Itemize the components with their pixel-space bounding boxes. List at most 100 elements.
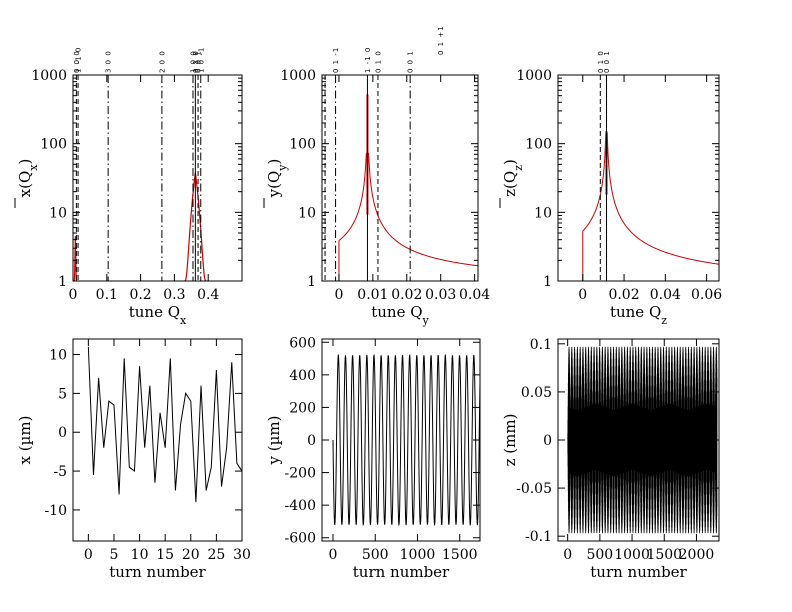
y-tick-label: 100 [40, 137, 67, 153]
y-tick-label: 10 [49, 205, 67, 221]
resonance-label-1: 0 1 -1 [332, 47, 340, 73]
x-tick-label: 1500 [646, 547, 682, 563]
x-axis-title: tune Qy [371, 303, 429, 327]
x-tick-label: 10 [131, 547, 149, 563]
resonance-extra-label-0: 0 1 +1 [437, 25, 445, 55]
x-axis-subscript: x [180, 314, 187, 327]
x-axis-subscript: y [422, 314, 430, 327]
x-tick-label: 0 [334, 287, 343, 303]
resonance-label-4: 0 0 1 [407, 50, 415, 73]
panel-signal-y: 0 500 1000 1500 -600 -400 -200 0 200 400 600 turn n… [265, 335, 481, 581]
y-tick-label: 600 [289, 335, 316, 351]
x-tick-label: 500 [362, 547, 389, 563]
x-tick-label: 25 [207, 547, 225, 563]
y-tick-label: 10 [49, 348, 67, 364]
spectrum-line [338, 152, 478, 267]
y-tick-label: 0.05 [521, 385, 552, 401]
plot-area [338, 94, 478, 281]
x-tick-label: 0 [84, 547, 93, 563]
y-axis-title: x (µm) [16, 416, 34, 465]
y-tick-label: 1 [307, 274, 316, 290]
resonance-label-1: 0 0 1 [603, 50, 611, 73]
resonance-label-5: 0 1 0 [192, 50, 200, 73]
x-axis-subscript: z [661, 314, 667, 327]
x-tick-label: 500 [586, 547, 613, 563]
resonance-label-4: 1 0 0 [189, 50, 197, 73]
x-tick-label: 1500 [442, 547, 478, 563]
x-tick-label: 0.03 [425, 287, 456, 303]
y-tick-label: 10 [298, 205, 316, 221]
x-tick-label: 0.2 [129, 287, 151, 303]
y-axis-title: z(Qz) [501, 159, 525, 197]
y-tick-label: 100 [525, 137, 552, 153]
y-axis-title: x(Qx) [16, 159, 40, 198]
resonance-label-1: 1 -1 0 [75, 47, 83, 73]
plot-frame [321, 74, 479, 282]
plot-area [567, 346, 718, 534]
y-tick-label: -0.05 [516, 481, 552, 497]
y-tick-label: 400 [289, 368, 316, 384]
x-tick-label: 0 [578, 287, 587, 303]
x-tick-label: 0 [69, 287, 78, 303]
x-tick-label: 0.02 [391, 287, 422, 303]
x-tick-label: 0.06 [691, 287, 722, 303]
plot-frame [557, 74, 720, 282]
y-tick-label: 1000 [31, 68, 67, 84]
y-axis-title: y (µm) [265, 416, 283, 466]
resonance-label-7: 1 0 -1 [197, 47, 205, 73]
panel-spec-z: 0 1 00 0 1 0 0.02 0.04 0.06 1 10 100 1000 tune Qz… [499, 50, 722, 327]
y-axis-title: y(Qy) [265, 159, 289, 199]
spectrum-line [582, 131, 719, 265]
x-tick-label: 2000 [679, 547, 715, 563]
x-axis-title: turn number [590, 563, 687, 581]
x-axis-title: turn number [109, 563, 206, 581]
y-tick-label: -200 [285, 466, 316, 482]
y-axis-title: z (mm) [501, 414, 519, 467]
x-tick-label: 30 [233, 547, 251, 563]
spectrum-peak-0 [73, 236, 78, 281]
signal-line [567, 346, 718, 534]
x-tick-label: 20 [182, 547, 200, 563]
y-tick-label: 1 [543, 274, 552, 290]
y-axis-subscript: z [512, 165, 525, 171]
y-axis-subscript: x [27, 164, 40, 171]
y-tick-label: -10 [44, 503, 67, 519]
plot-area [332, 353, 480, 527]
y-tick-label: 1000 [280, 68, 316, 84]
y-tick-label: 1000 [516, 68, 552, 84]
y-tick-label: -400 [285, 498, 316, 514]
signal-line [332, 353, 480, 527]
y-tick-label: 0.1 [530, 337, 552, 353]
y-tick-label: -0.1 [525, 529, 552, 545]
plot-frame [72, 74, 243, 282]
y-tick-label: 0 [307, 433, 316, 449]
y-tick-label: -600 [285, 531, 316, 547]
x-tick-label: 0 [329, 547, 338, 563]
x-tick-label: 0.4 [197, 287, 219, 303]
x-axis-title: tune Qz [610, 303, 667, 327]
resonance-label-0: 0 1 0 [597, 50, 605, 73]
y-tick-label: -5 [53, 464, 67, 480]
plot-area [87, 346, 242, 503]
x-tick-label: 0.02 [608, 287, 639, 303]
resonance-label-2: 3 0 0 [105, 50, 113, 73]
y-tick-label: 10 [534, 205, 552, 221]
x-axis-title: turn number [353, 563, 450, 581]
x-tick-label: 0.01 [357, 287, 388, 303]
y-tick-label: 0 [543, 433, 552, 449]
y-tick-label: 200 [289, 400, 316, 416]
resonance-label-2: 1 -1 0 [364, 47, 372, 73]
panel-spec-x: 0 0 01 -1 0 3 0 0 2 0 0 1 0 00 1 00 0 11 0 … [14, 47, 243, 327]
y-tick-label: 5 [58, 386, 67, 402]
x-tick-label: 0 [563, 547, 572, 563]
x-tick-label: 0.04 [459, 287, 490, 303]
plot-frame [72, 338, 243, 542]
plot-area [582, 131, 719, 281]
y-tick-label: 1 [58, 274, 67, 290]
x-axis-title: tune Qx [129, 303, 187, 327]
x-tick-label: 0.3 [163, 287, 185, 303]
